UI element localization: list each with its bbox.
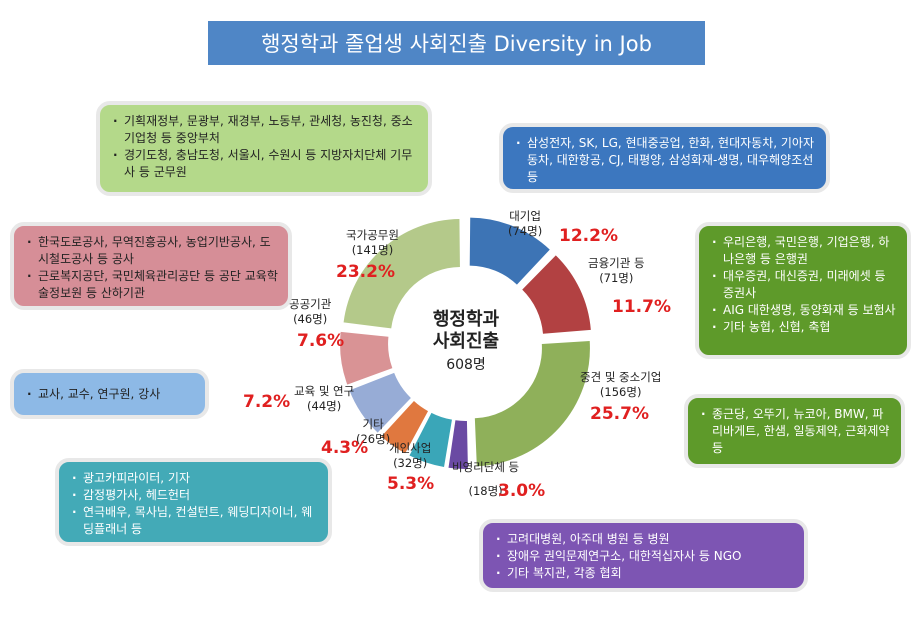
box-item: 우리은행, 국민은행, 기업은행, 하나은행 등 은행권 <box>712 234 897 268</box>
slice-count: (71명) <box>599 271 634 285</box>
donut-slice-4 <box>409 412 452 467</box>
slice-count: (74명) <box>508 224 543 238</box>
center-total: 608명 <box>446 357 486 373</box>
box-item: 삼성전자, SK, LG, 현대중공업, 한화, 현대자동차, 기아자동차, 대… <box>516 135 816 186</box>
pct-nonprofit: 3.0% <box>498 481 546 501</box>
box-finance: 우리은행, 국민은행, 기업은행, 하나은행 등 은행권 대우증권, 대신증권,… <box>695 222 911 359</box>
slice-name: 기타 <box>362 417 384 431</box>
label-civil-servant: 국가공무원 (141명) <box>346 228 399 258</box>
pct-education: 7.2% <box>243 392 291 412</box>
slice-name: 교육 및 연구 <box>294 384 355 398</box>
donut-center-label: 행정학과 사회진출 608명 <box>411 309 521 375</box>
donut-slice-8 <box>343 219 460 329</box>
donut-slice-6 <box>349 372 411 433</box>
donut-slice-3 <box>448 420 468 469</box>
slice-name: 금융기관 등 <box>588 256 645 270</box>
box-personal: 광고카피라이터, 기자 감정평가사, 헤드헌터 연극배우, 목사님, 컨설턴트,… <box>55 458 332 546</box>
box-item: 경기도청, 충남도청, 서울시, 수원시 등 지방자치단체 기무사 등 군무원 <box>113 147 418 181</box>
box-item: 연극배우, 목사님, 컨설턴트, 웨딩디자이너, 웨딩플래너 등 <box>72 504 318 538</box>
box-education: 교사, 교수, 연구원, 강사 <box>10 369 209 419</box>
slice-name: 중견 및 중소기업 <box>580 370 662 384</box>
label-education: 교육 및 연구 (44명) <box>294 384 354 414</box>
label-public-inst: 공공기관 (46명) <box>289 297 331 327</box>
box-item: 기타 복지관, 각종 협회 <box>496 565 794 582</box>
donut-slice-5 <box>381 401 429 454</box>
box-item: 한국도로공사, 무역진흥공사, 농업기반공사, 도시철도공사 등 공사 <box>27 234 278 268</box>
slice-name: 개인사업 <box>389 441 432 455</box>
label-personal: 개인사업 (32명) <box>389 441 431 471</box>
box-item: 감정평가사, 헤드헌터 <box>72 487 318 504</box>
box-nonprofit: 고려대병원, 아주대 병원 등 병원 장애우 권익문제연구소, 대한적십자사 등… <box>479 519 808 592</box>
center-line2: 사회진출 <box>432 331 500 352</box>
box-item: AIG 대한생명, 동양화재 등 보험사 <box>712 302 897 319</box>
slice-name: 국가공무원 <box>346 228 399 242</box>
box-sme: 종근당, 오뚜기, 뉴코아, BMW, 파리바게트, 한샘, 일동제약, 근화제… <box>684 394 905 468</box>
donut-slice-1 <box>522 255 591 334</box>
pct-sme: 25.7% <box>590 404 649 424</box>
slice-count: (156명) <box>599 385 642 399</box>
pct-civil-servant: 23.2% <box>336 262 395 282</box>
slice-count: (18명) <box>468 484 503 498</box>
donut-slice-2 <box>474 341 590 467</box>
donut-slice-7 <box>340 331 393 385</box>
donut-slice-0 <box>469 217 550 285</box>
label-sme: 중견 및 중소기업 (156명) <box>580 370 661 400</box>
slice-count: (141명) <box>351 243 394 257</box>
box-item: 대우증권, 대신증권, 미래에셋 등 증권사 <box>712 268 897 302</box>
box-civil-servant: 기획재정부, 문광부, 재경부, 노동부, 관세청, 농진청, 중소기업청 등 … <box>96 101 432 196</box>
slice-name: 대기업 <box>509 209 541 223</box>
slice-name: 비영리단체 등 <box>452 460 520 474</box>
box-item: 고려대병원, 아주대 병원 등 병원 <box>496 531 794 548</box>
slice-count: (46명) <box>293 312 328 326</box>
slice-count: (44명) <box>307 399 342 413</box>
label-large-corp: 대기업 (74명) <box>508 209 542 239</box>
label-finance: 금융기관 등 (71명) <box>588 256 645 286</box>
box-item: 근로복지공단, 국민체육관리공단 등 공단 교육학술정보원 등 산하기관 <box>27 268 278 302</box>
slice-count: (32명) <box>393 456 428 470</box>
chart-title: 행정학과 졸업생 사회진출 Diversity in Job <box>208 21 705 65</box>
box-public-inst: 한국도로공사, 무역진흥공사, 농업기반공사, 도시철도공사 등 공사 근로복지… <box>10 222 292 310</box>
pct-finance: 11.7% <box>612 297 671 317</box>
center-line1: 행정학과 <box>432 309 500 330</box>
box-item: 종근당, 오뚜기, 뉴코아, BMW, 파리바게트, 한샘, 일동제약, 근화제… <box>701 406 891 457</box>
box-item: 장애우 권익문제연구소, 대한적십자사 등 NGO <box>496 548 794 565</box>
box-large-corp: 삼성전자, SK, LG, 현대중공업, 한화, 현대자동차, 기아자동차, 대… <box>499 123 830 193</box>
pct-personal: 5.3% <box>387 474 435 494</box>
box-item: 기획재정부, 문광부, 재경부, 노동부, 관세청, 농진청, 중소기업청 등 … <box>113 113 418 147</box>
slice-count: (26명) <box>356 432 391 446</box>
label-nonprofit: 비영리단체 등 (18명) <box>452 460 519 499</box>
box-item: 교사, 교수, 연구원, 강사 <box>27 386 195 403</box>
box-item: 기타 농협, 신협, 축협 <box>712 319 897 336</box>
pct-other: 4.3% <box>321 438 369 458</box>
label-other: 기타 (26명) <box>356 417 390 447</box>
pct-large-corp: 12.2% <box>559 226 618 246</box>
box-item: 광고카피라이터, 기자 <box>72 470 318 487</box>
slice-name: 공공기관 <box>289 297 332 311</box>
pct-public-inst: 7.6% <box>297 331 345 351</box>
